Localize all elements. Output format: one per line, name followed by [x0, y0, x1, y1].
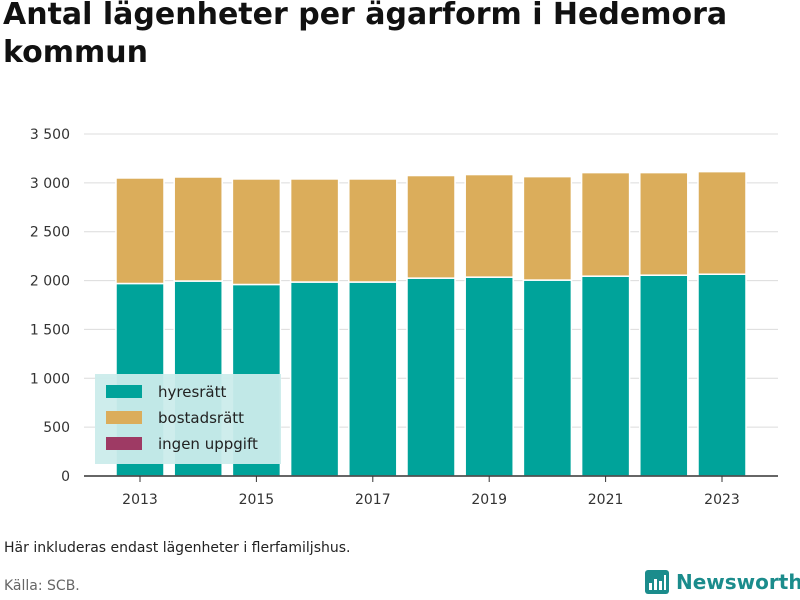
x-tick-label: 2019	[471, 492, 507, 508]
y-tick-label: 2 500	[30, 225, 70, 241]
y-tick-label: 2 000	[30, 274, 70, 290]
bar-hyresratt	[348, 281, 398, 477]
x-tick-label: 2013	[122, 492, 158, 508]
brand-name: Newsworthy	[676, 570, 800, 594]
bar-bostadsratt	[231, 178, 282, 286]
legend-swatch	[106, 385, 142, 398]
bar-hyresratt	[289, 281, 340, 477]
y-tick-label: 3 000	[30, 176, 70, 192]
y-tick-label: 3 500	[30, 127, 70, 143]
x-tick-label: 2021	[588, 492, 624, 508]
bar-hyresratt	[464, 276, 514, 477]
bar-hyresratt	[522, 279, 573, 477]
legend-label: hyresrätt	[158, 383, 227, 401]
x-tick-label: 2023	[704, 492, 740, 508]
legend-label: bostadsrätt	[158, 409, 244, 427]
bar-bostadsratt	[697, 170, 747, 275]
legend-swatch	[106, 437, 142, 450]
bar-bostadsratt	[406, 174, 456, 279]
bar-hyresratt	[697, 273, 747, 477]
bar-hyresratt	[406, 277, 456, 477]
legend-label: ingen uppgift	[158, 435, 258, 453]
y-tick-label: 0	[61, 469, 70, 485]
bar-bostadsratt	[580, 171, 631, 277]
bar-bostadsratt	[348, 178, 398, 283]
bar-bostadsratt	[173, 176, 223, 282]
bar-hyresratt	[639, 274, 689, 477]
bar-hyresratt	[580, 275, 631, 477]
bar-bostadsratt	[115, 177, 165, 285]
newsworthy-logo-icon	[645, 570, 669, 594]
chart-title: Antal lägenheter per ägarform i Hedemora…	[3, 0, 728, 70]
y-tick-label: 500	[43, 420, 70, 436]
bar-bostadsratt	[464, 173, 514, 278]
bar-bostadsratt	[522, 175, 573, 281]
legend-swatch	[106, 411, 142, 424]
x-tick-label: 2015	[239, 492, 275, 508]
footnote: Här inkluderas endast lägenheter i flerf…	[4, 540, 351, 556]
bar-bostadsratt	[639, 171, 689, 276]
source-label: Källa: SCB.	[4, 578, 80, 594]
x-tick-label: 2017	[355, 492, 391, 508]
y-tick-label: 1 500	[30, 322, 70, 338]
brand-logo: Newsworthy	[644, 568, 800, 596]
bar-ingen-uppgift	[522, 174, 573, 178]
bar-bostadsratt	[289, 178, 340, 283]
y-tick-label: 1 000	[30, 371, 70, 387]
